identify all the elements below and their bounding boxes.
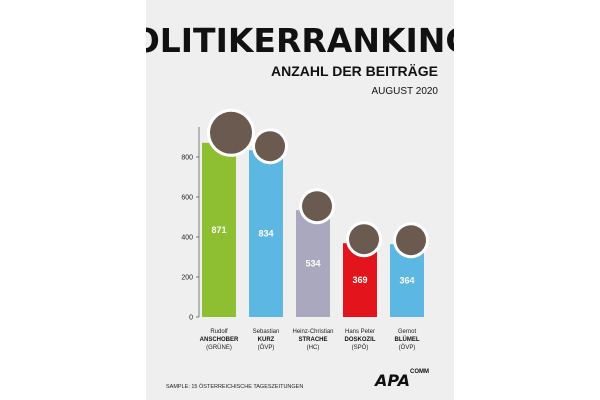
portrait-photo: [302, 191, 332, 222]
bar-value-label: 369: [352, 275, 367, 285]
category-first-name: Sebastian: [253, 329, 280, 335]
y-tick-label: 0: [189, 315, 193, 322]
y-tick-label: 400: [181, 235, 193, 242]
chart-subtitle: ANZAHL DER BEITRÄGE: [271, 63, 438, 79]
bar: [249, 150, 283, 317]
apa-logo-text: APA: [373, 371, 410, 390]
category-party: (ÖVP): [258, 344, 275, 351]
bar-value-label: 364: [399, 276, 414, 286]
bar: [202, 142, 236, 317]
comm-logo-text: COMM: [410, 369, 429, 375]
sample-footnote: SAMPLE: 15 ÖSTERREICHISCHE TAGESZEITUNGE…: [166, 383, 303, 390]
category-party: (ÖVP): [399, 344, 416, 351]
chart-month: AUGUST 2020: [371, 86, 438, 97]
y-tick-label: 800: [181, 155, 193, 162]
category-first-name: Hans Peter: [345, 329, 375, 335]
bar: [296, 210, 330, 317]
category-last-name: ANSCHOBER: [200, 337, 239, 343]
category-party: (HC): [307, 345, 320, 351]
category-first-name: Rudolf: [210, 329, 228, 335]
category-first-name: Gernot: [398, 329, 417, 335]
bar-value-label: 871: [211, 225, 226, 235]
chart-title: POLITIKERRANKING: [146, 21, 454, 60]
category-last-name: BLÜMEL: [395, 336, 420, 343]
category-party: (SPÖ): [352, 344, 369, 351]
category-party: (GRÜNE): [206, 344, 232, 351]
y-tick-label: 600: [181, 195, 193, 202]
category-last-name: STRACHE: [298, 337, 327, 343]
bar-value-label: 534: [305, 259, 320, 269]
category-first-name: Heinz-Christian: [292, 329, 333, 335]
bar-value-label: 834: [258, 229, 273, 239]
politikerranking-chart: POLITIKERRANKING ANZAHL DER BEITRÄGE AUG…: [146, 21, 454, 390]
portrait-photo: [349, 224, 379, 255]
apa-comm-logo: APA COMM: [373, 369, 429, 390]
category-last-name: DOSKOZIL: [345, 337, 376, 343]
portrait-photo: [210, 111, 252, 154]
plot-area: 0 200 400 600 800 871 Rudolf ANSCHOBER(GRÜNE) 83…: [181, 108, 429, 351]
chart-card: POLITIKERRANKING ANZAHL DER BEITRÄGE AUG…: [146, 0, 454, 400]
category-last-name: KURZ: [258, 337, 275, 343]
y-tick-label: 200: [181, 275, 193, 282]
portrait-photo: [396, 225, 426, 256]
portrait-photo: [255, 131, 285, 162]
